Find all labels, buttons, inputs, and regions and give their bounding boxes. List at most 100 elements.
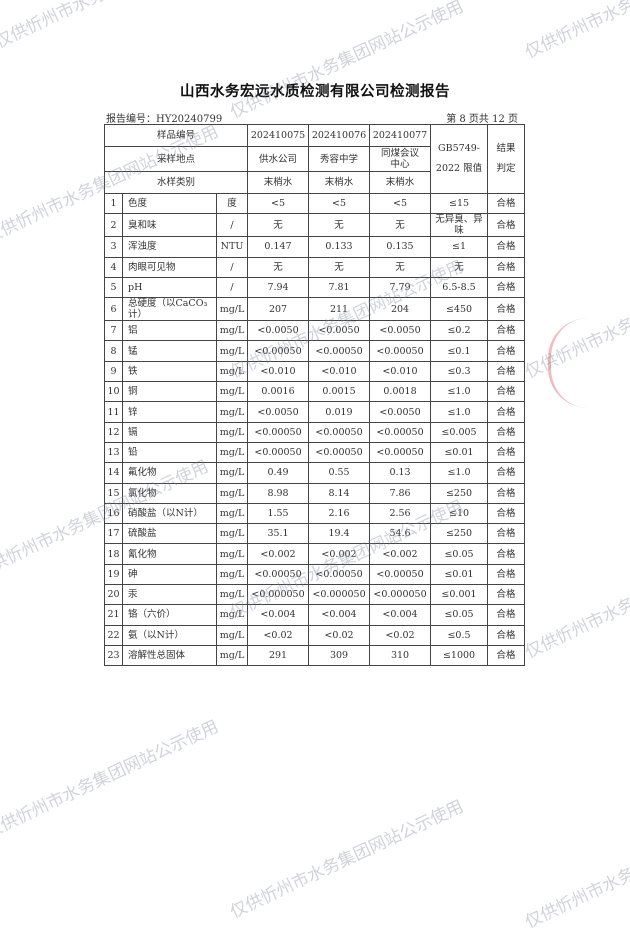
sample-site: 同煤会议中心 <box>369 146 432 172</box>
results-table: 样品编号 202410075 202410076 202410077 GB574… <box>103 124 526 667</box>
item-name: 铝 <box>122 320 217 342</box>
row-number: 18 <box>104 543 123 565</box>
result: 合格 <box>487 421 526 443</box>
limit: ≤250 <box>430 523 489 545</box>
value-3: <0.004 <box>369 604 432 626</box>
value-2: <0.02 <box>308 624 371 646</box>
unit: mg/L <box>215 381 249 403</box>
value-2: <0.000050 <box>308 584 371 606</box>
unit: mg/L <box>215 502 249 525</box>
value-3: 310 <box>369 644 432 667</box>
value-1: 无 <box>247 256 310 278</box>
watermark: 仅供忻州市水务集团网站公示使用 <box>522 806 630 933</box>
result: 合格 <box>487 502 526 525</box>
unit: 度 <box>215 192 249 215</box>
item-name: 锌 <box>122 401 217 423</box>
item-name: 总硬度（以CaCO₃计） <box>122 297 217 322</box>
unit: mg/L <box>215 482 249 504</box>
value-1: 0.0016 <box>247 381 310 403</box>
sample-site: 秀容中学 <box>308 146 371 172</box>
sample-no-label: 样品编号 <box>103 124 249 147</box>
value-3: 7.86 <box>369 482 432 504</box>
item-name: 铜 <box>122 381 217 403</box>
result: 合格 <box>487 213 526 238</box>
sample-no: 202410075 <box>247 124 310 147</box>
limit: 6.5-8.5 <box>430 276 489 299</box>
limit: ≤0.5 <box>430 624 489 646</box>
row-number: 21 <box>104 604 123 626</box>
value-3: 54.6 <box>369 523 432 545</box>
item-name: 锰 <box>122 340 217 362</box>
limit: ≤15 <box>430 192 489 215</box>
table-row: 8 锰 mg/L <0.00050 <0.00050 <0.00050 ≤0.1 合格 <box>104 340 526 362</box>
item-name: 汞 <box>122 584 217 606</box>
item-name: 浑浊度 <box>122 236 217 258</box>
table-row: 16 硝酸盐（以N计） mg/L 1.55 2.16 2.56 ≤10 合格 <box>104 502 526 525</box>
value-2: 0.133 <box>308 236 371 258</box>
result: 合格 <box>487 543 526 565</box>
unit: mg/L <box>215 624 249 646</box>
result: 合格 <box>487 604 526 626</box>
table-row: 18 氰化物 mg/L <0.002 <0.002 <0.002 ≤0.05 合格 <box>104 543 526 565</box>
value-1: <0.004 <box>247 604 310 626</box>
unit: mg/L <box>215 421 249 443</box>
table-row: 12 镉 mg/L <0.00050 <0.00050 <0.00050 ≤0.005 合格 <box>104 421 526 443</box>
result: 合格 <box>487 236 526 258</box>
row-number: 14 <box>104 462 123 484</box>
table-row: 1 色度度 <5 <5 <5 ≤15 合格 <box>104 192 526 215</box>
value-1: 207 <box>247 297 310 322</box>
row-number: 10 <box>104 381 123 403</box>
table-row: 2 臭和味 / 无无无无异臭、异味 合格 <box>104 213 526 238</box>
value-1: <0.00050 <box>247 441 310 464</box>
value-2: <5 <box>308 192 371 215</box>
table-row: 7 铝 mg/L <0.0050 <0.0050 <0.0050 ≤0.2 合格 <box>104 320 526 342</box>
sample-no: 202410076 <box>308 124 371 147</box>
row-number: 8 <box>104 340 123 362</box>
item-name: 镉 <box>122 421 217 443</box>
value-3: <0.00050 <box>369 421 432 443</box>
value-3: 7.79 <box>369 276 432 299</box>
value-3: <0.002 <box>369 543 432 565</box>
item-name: 砷 <box>122 563 217 586</box>
item-name: 肉眼可见物 <box>122 256 217 278</box>
limit: ≤1000 <box>430 644 489 667</box>
unit: mg/L <box>215 523 249 545</box>
value-3: 无 <box>369 256 432 278</box>
value-3: <0.000050 <box>369 584 432 606</box>
value-1: 0.49 <box>247 462 310 484</box>
value-3: <0.00050 <box>369 563 432 586</box>
item-name: 氰化物 <box>122 543 217 565</box>
item-name: 铅 <box>122 441 217 464</box>
value-1: <0.00050 <box>247 340 310 362</box>
result: 合格 <box>487 624 526 646</box>
result: 合格 <box>487 401 526 423</box>
limit: ≤0.01 <box>430 441 489 464</box>
unit: mg/L <box>215 401 249 423</box>
table-row: 15 氯化物 mg/L 8.98 8.14 7.86 ≤250 合格 <box>104 482 526 504</box>
seal-stamp <box>548 318 591 408</box>
unit: / <box>215 256 249 278</box>
result: 合格 <box>487 340 526 362</box>
type-label: 水样类别 <box>103 171 249 194</box>
value-2: 2.16 <box>308 502 371 525</box>
sample-type: 末梢水 <box>247 171 310 194</box>
limit: ≤0.05 <box>430 543 489 565</box>
item-name: 氟化物 <box>122 462 217 484</box>
watermark: 仅供忻州市水务集团网站公示使用 <box>0 0 232 53</box>
unit: mg/L <box>215 644 249 667</box>
limit: 无 <box>430 256 489 278</box>
row-number: 15 <box>104 482 123 504</box>
sample-type: 末梢水 <box>369 171 432 194</box>
value-1: 8.98 <box>247 482 310 504</box>
report-number: 报告编号：HY20240799 <box>106 114 223 125</box>
sample-type: 末梢水 <box>308 171 371 194</box>
item-name: 臭和味 <box>122 213 217 238</box>
table-row: 22 氨（以N计） mg/L <0.02 <0.02 <0.02 ≤0.5 合格 <box>104 624 526 646</box>
value-2: <0.00050 <box>308 421 371 443</box>
value-2: <0.010 <box>308 360 371 383</box>
table-row: 3 浑浊度 NTU 0.147 0.133 0.135 ≤1 合格 <box>104 236 526 258</box>
unit: mg/L <box>215 340 249 362</box>
value-2: 19.4 <box>308 523 371 545</box>
item-name: 氯化物 <box>122 482 217 504</box>
watermark: 仅供忻州市水务集团网站公示使用 <box>522 536 630 663</box>
